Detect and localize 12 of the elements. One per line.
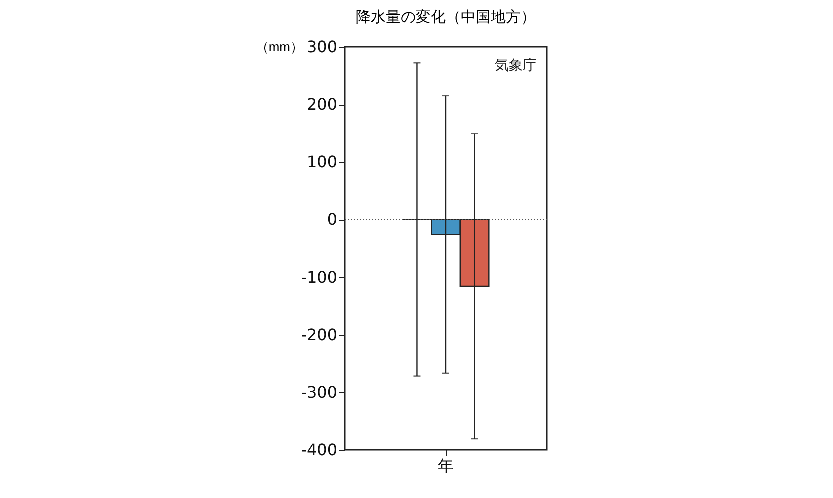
y-tick-label: -400 bbox=[301, 440, 338, 460]
x-tick-label: 年 bbox=[438, 456, 454, 476]
y-axis-title: （mm） bbox=[256, 40, 304, 54]
y-tick-label: -100 bbox=[301, 268, 338, 287]
y-tick-label: 0 bbox=[327, 210, 338, 230]
chart-title: 降水量の変化（中国地方） bbox=[356, 8, 536, 26]
y-tick-label: 300 bbox=[306, 38, 338, 56]
y-tick-label: -300 bbox=[301, 382, 338, 402]
annotation: 気象庁 bbox=[495, 58, 537, 74]
y-tick-label: 200 bbox=[306, 95, 338, 114]
y-tick-label: -200 bbox=[301, 325, 338, 344]
y-tick-label: 100 bbox=[306, 152, 338, 172]
